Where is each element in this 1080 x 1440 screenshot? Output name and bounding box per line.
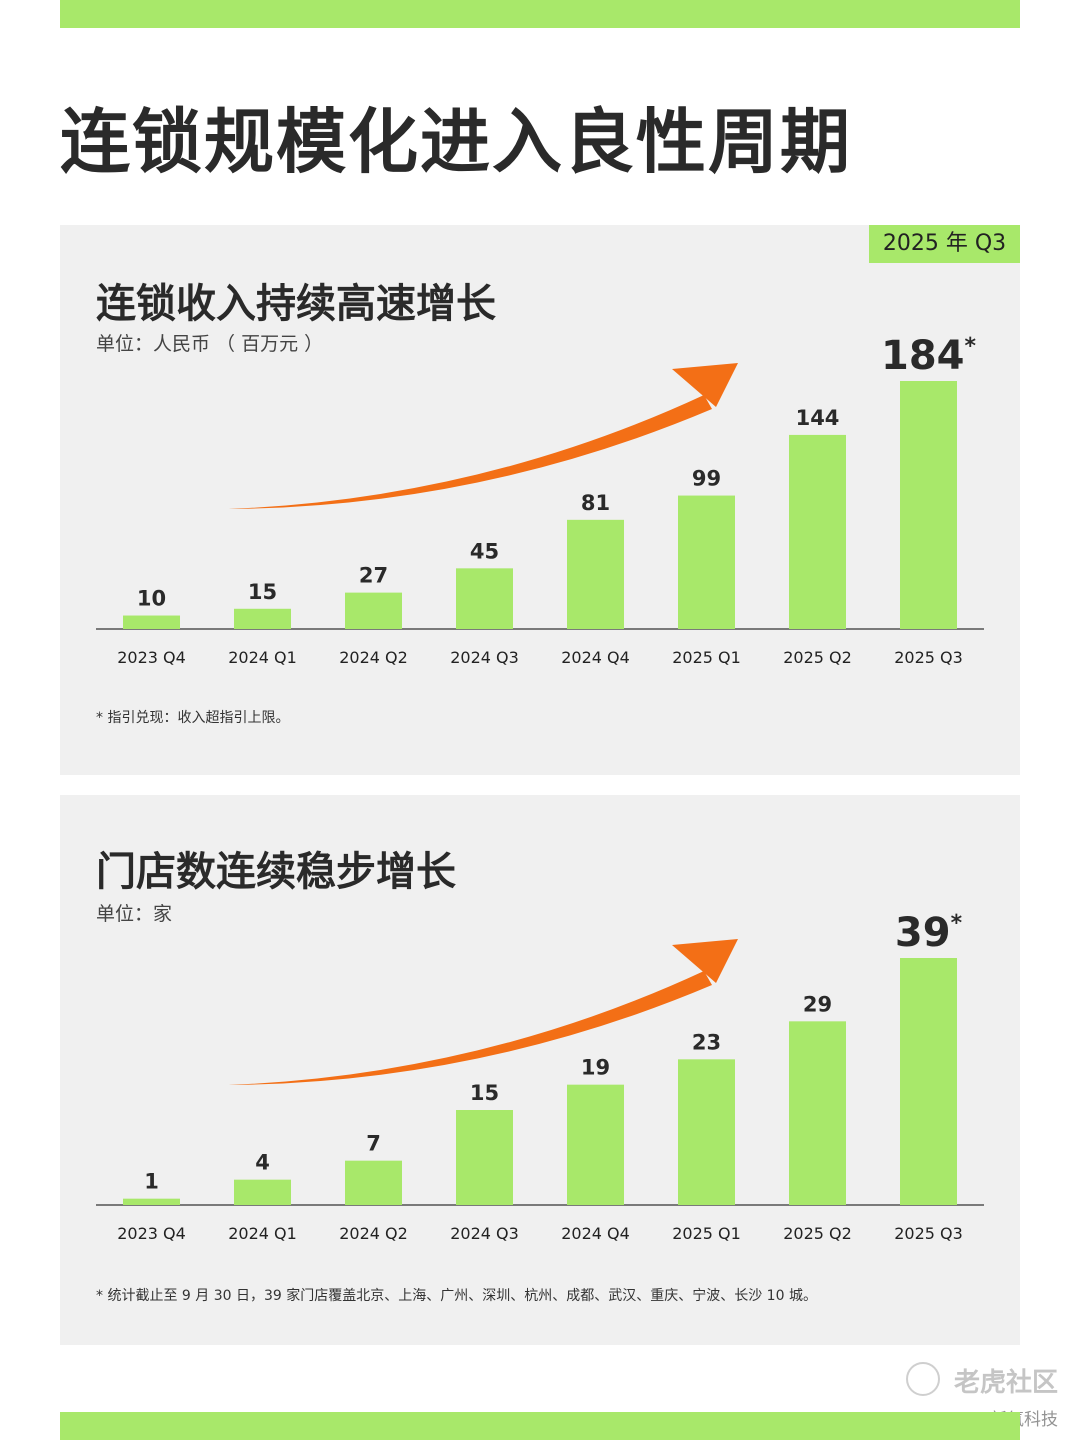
bar-value-label: 39*: [895, 910, 963, 956]
x-tick-label: 2024 Q3: [450, 1224, 519, 1243]
x-tick-label: 2025 Q2: [783, 648, 852, 667]
footnote-mark: *: [951, 911, 963, 936]
chart-title: 门店数连续稳步增长: [96, 849, 456, 895]
watermark-community: 老虎社区: [953, 1368, 1058, 1398]
bar-value-label: 99: [692, 467, 721, 491]
trend-arrow-icon: [228, 363, 738, 509]
community-logo-icon: [906, 1362, 940, 1396]
x-tick-label: 2024 Q4: [561, 648, 630, 667]
top-accent-bar: [60, 0, 1020, 28]
x-tick-label: 2024 Q2: [339, 648, 408, 667]
trend-arrow-shaft: [228, 395, 712, 509]
bar-value-label: 23: [692, 1030, 721, 1054]
bar: [678, 1059, 735, 1205]
x-tick-label: 2023 Q4: [117, 648, 186, 667]
bar: [567, 519, 624, 629]
bar-value-label: 15: [248, 580, 277, 604]
bar-value-label: 15: [470, 1081, 499, 1105]
bar: [456, 568, 513, 629]
bar-value-label: 7: [366, 1132, 381, 1156]
bar: [123, 615, 180, 629]
x-tick-label: 2025 Q3: [894, 1224, 963, 1243]
revenue-bar-chart: 10 2023 Q4 15 2024 Q1 27 2024 Q2 45 2024 Q3 81 20…: [96, 333, 984, 667]
bar: [789, 434, 846, 629]
x-tick-label: 2025 Q1: [672, 1224, 741, 1243]
bar-value-label: 1: [144, 1170, 159, 1194]
period-tag: 2025 年 Q3: [869, 225, 1020, 263]
footnote-mark: *: [964, 334, 976, 359]
unit-label: 单位：家: [96, 903, 173, 925]
bar-value-label: 19: [581, 1056, 610, 1080]
bar-value-label: 10: [137, 587, 166, 611]
stores-bar-chart: 1 2023 Q4 4 2024 Q1 7 2024 Q2 15 2024 Q3 19 2024 …: [96, 910, 984, 1243]
bar-value-label: 184*: [881, 333, 977, 379]
bar-value-label: 29: [803, 992, 832, 1016]
x-tick-label: 2024 Q3: [450, 648, 519, 667]
bottom-accent-bar: [60, 1412, 1020, 1440]
stores-chart-panel: 门店数连续稳步增长 单位：家 1 2023 Q4 4 2024 Q1 7 2024 Q2 1…: [60, 795, 1020, 1345]
bar: [234, 1179, 291, 1205]
bar: [345, 592, 402, 629]
trend-arrow-head: [672, 939, 738, 983]
footnote: * 统计截止至 9 月 30 日，39 家门店覆盖北京、上海、广州、深圳、杭州、…: [96, 1288, 817, 1304]
bar-value-label: 81: [581, 491, 610, 515]
bar: [900, 381, 957, 629]
bar: [900, 958, 957, 1205]
trend-arrow-icon: [228, 939, 738, 1085]
x-tick-label: 2025 Q3: [894, 648, 963, 667]
page-title: 连锁规模化进入良性周期: [60, 101, 852, 183]
bar-value-label: 27: [359, 564, 388, 588]
revenue-chart-panel: 2025 年 Q3 连锁收入持续高速增长 单位：人民币 （ 百万元 ） 10 20…: [60, 225, 1020, 775]
x-tick-label: 2023 Q4: [117, 1224, 186, 1243]
bar: [678, 495, 735, 629]
x-tick-label: 2025 Q1: [672, 648, 741, 667]
x-tick-label: 2024 Q2: [339, 1224, 408, 1243]
bar: [345, 1160, 402, 1205]
chart-title: 连锁收入持续高速增长: [96, 281, 496, 327]
bar: [456, 1110, 513, 1205]
bar-value-label: 4: [255, 1151, 270, 1175]
trend-arrow-shaft: [228, 971, 712, 1085]
bar: [567, 1084, 624, 1205]
x-tick-label: 2024 Q1: [228, 1224, 297, 1243]
bar-value-label: 45: [470, 539, 499, 563]
bar: [123, 1198, 180, 1205]
trend-arrow-head: [672, 363, 738, 407]
unit-label: 单位：人民币 （ 百万元 ）: [96, 333, 324, 355]
footnote: * 指引兑现：收入超指引上限。: [96, 710, 290, 726]
bar-value-label: 144: [796, 406, 840, 430]
bar: [234, 608, 291, 629]
x-tick-label: 2024 Q4: [561, 1224, 630, 1243]
x-tick-label: 2025 Q2: [783, 1224, 852, 1243]
x-tick-label: 2024 Q1: [228, 648, 297, 667]
bar: [789, 1021, 846, 1205]
